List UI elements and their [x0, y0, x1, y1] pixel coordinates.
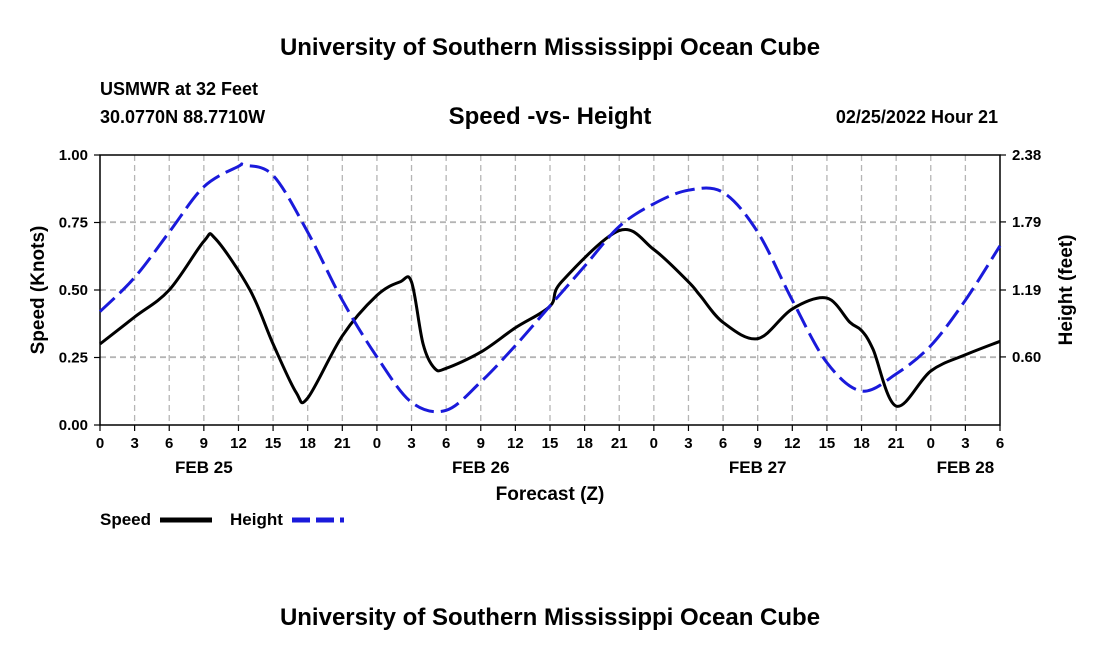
day-label: FEB 26	[452, 458, 510, 477]
y2-axis-label: Height (feet)	[1056, 235, 1077, 346]
y-tick-label: 0.00	[59, 417, 88, 434]
y2-tick-label: 1.79	[1012, 214, 1041, 231]
footer-title: University of Southern Mississippi Ocean…	[280, 604, 820, 631]
x-tick-label: 12	[230, 435, 247, 452]
series-line-speed	[99, 228, 1001, 408]
x-tick-label: 3	[961, 435, 969, 452]
x-tick-label: 3	[684, 435, 692, 452]
x-tick-label: 6	[165, 435, 173, 452]
x-tick-label: 3	[130, 435, 138, 452]
page-title: University of Southern Mississippi Ocean…	[280, 34, 820, 61]
y2-tick-label: 0.60	[1012, 349, 1041, 366]
legend: Speed Height	[100, 510, 344, 529]
x-axis: 0 3 6 9 12 15 18 21 0 3 6 9 12 15 18 21 0 3 6 9 12 15 18 21 0 3 6	[96, 425, 1004, 452]
x-tick-label: 18	[576, 435, 593, 452]
x-tick-label: 12	[784, 435, 801, 452]
day-label: FEB 28	[937, 458, 995, 477]
datetime-label: 02/25/2022 Hour 21	[836, 107, 998, 127]
legend-height-label: Height	[230, 510, 283, 529]
x-tick-label: 3	[407, 435, 415, 452]
x-tick-label: 21	[334, 435, 351, 452]
series-group	[98, 162, 1002, 414]
y-tick-label: 0.50	[59, 282, 88, 299]
x-tick-label: 6	[442, 435, 450, 452]
x-tick-label: 12	[507, 435, 524, 452]
series-line-height	[98, 162, 1002, 414]
x-tick-label: 15	[542, 435, 559, 452]
y-tick-label: 0.75	[59, 215, 88, 232]
x-tick-label: 21	[888, 435, 905, 452]
grid-lines	[100, 155, 1000, 425]
legend-speed-label: Speed	[100, 510, 151, 529]
y2-tick-label: 1.19	[1012, 282, 1041, 299]
y-tick-label: 0.25	[59, 350, 88, 367]
x-tick-label: 6	[719, 435, 727, 452]
x-tick-label: 0	[650, 435, 658, 452]
y-axis-label: Speed (Knots)	[28, 226, 49, 355]
x-tick-label: 0	[927, 435, 935, 452]
x-tick-label: 9	[200, 435, 208, 452]
y-axis-right: 0.60 1.19 1.79 2.38	[1000, 147, 1041, 366]
coords-label: 30.0770N 88.7710W	[100, 107, 265, 127]
x-axis-label: Forecast (Z)	[496, 484, 605, 505]
station-label: USMWR at 32 Feet	[100, 79, 258, 99]
x-tick-label: 0	[373, 435, 381, 452]
x-tick-label: 15	[265, 435, 282, 452]
y2-tick-label: 2.38	[1012, 147, 1041, 164]
chart-subtitle: Speed -vs- Height	[449, 103, 652, 130]
x-tick-label: 18	[299, 435, 316, 452]
y-tick-label: 1.00	[59, 147, 88, 164]
y-axis-left: 0.00 0.25 0.50 0.75 1.00	[59, 147, 100, 434]
day-labels: FEB 25 FEB 26 FEB 27 FEB 28	[175, 458, 994, 477]
x-tick-label: 15	[819, 435, 836, 452]
day-label: FEB 25	[175, 458, 233, 477]
x-tick-label: 9	[477, 435, 485, 452]
x-tick-label: 6	[996, 435, 1004, 452]
day-label: FEB 27	[729, 458, 787, 477]
x-tick-label: 18	[853, 435, 870, 452]
x-tick-label: 21	[611, 435, 628, 452]
x-tick-label: 0	[96, 435, 104, 452]
x-tick-label: 9	[754, 435, 762, 452]
